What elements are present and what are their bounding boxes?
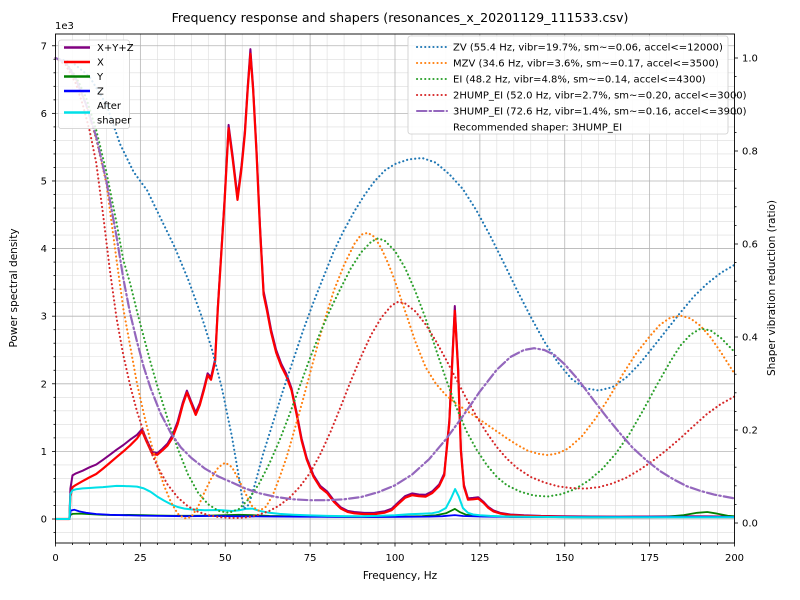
legend-left-label: shaper: [97, 116, 132, 127]
y-right-tick-label: 1.0: [742, 53, 758, 64]
x-tick-label: 75: [304, 553, 317, 564]
series: [54, 48, 736, 521]
x-tick-label: 25: [134, 553, 147, 564]
series-x: [55, 52, 735, 521]
legend-right-label: 2HUMP_EI (52.0 Hz, vibr=2.7%, sm~=0.20, …: [453, 91, 747, 102]
legend-right: ZV (55.4 Hz, vibr=19.7%, sm~=0.06, accel…: [407, 35, 747, 135]
y-left-tick-label: 6: [41, 109, 47, 120]
x-tick-label: 175: [640, 553, 659, 564]
series-mzv: [54, 56, 736, 520]
y-left-tick-label: 2: [41, 379, 47, 390]
y-right-tick-label: 0.8: [742, 146, 758, 157]
x-tick-label: 100: [385, 553, 404, 564]
x-tick-label: 125: [470, 553, 489, 564]
series-3hump-ei: [54, 56, 736, 502]
legend-left: X+Y+Z XYZ After shaper: [58, 39, 134, 129]
legend-right-label: EI (48.2 Hz, vibr=4.8%, sm~=0.14, accel<…: [453, 75, 706, 86]
legend-left-label: X+Y+Z: [97, 43, 134, 54]
legend-right-label: MZV (34.6 Hz, vibr=3.6%, sm~=0.17, accel…: [453, 59, 719, 70]
y-left-tick-label: 1: [41, 447, 47, 458]
legend-left-label: Z: [97, 87, 104, 98]
y-right-tick-label: 0.6: [742, 239, 758, 250]
y-left-tick-label: 3: [41, 312, 47, 323]
y-right-tick-label: 0.0: [742, 519, 758, 530]
y-left-tick-label: 0: [41, 515, 47, 526]
tick-labels: 0 25 50 75 100 125 150 175 200 0 1 2 3 4 5 6 7 0.0 0.2 0.4 0…: [41, 41, 758, 564]
legend-right-label: 3HUMP_EI (72.6 Hz, vibr=1.4%, sm~=0.16, …: [453, 107, 747, 118]
legend-left-label: X: [97, 58, 104, 69]
y-left-tick-label: 4: [41, 244, 47, 255]
x-tick-label: 200: [725, 553, 744, 564]
y-right-axis-label: Shaper vibration reduction (ratio): [766, 200, 778, 376]
legend-recommended-note: Recommended shaper: 3HUMP_EI: [453, 123, 622, 134]
y-left-tick-label: 5: [41, 176, 47, 187]
series-ei: [54, 56, 736, 514]
x-tick-label: 50: [219, 553, 232, 564]
legend-right-label: ZV (55.4 Hz, vibr=19.7%, sm~=0.06, accel…: [453, 43, 723, 54]
legend-left-label: Y: [96, 72, 104, 83]
chart-title: Frequency response and shapers (resonanc…: [172, 10, 629, 25]
x-tick-label: 150: [555, 553, 574, 564]
y-left-axis-label: Power spectral density: [8, 228, 20, 347]
ticks: [52, 45, 738, 547]
y-left-offset-text: 1e3: [55, 21, 74, 32]
x-axis-label: Frequency, Hz: [363, 570, 438, 582]
legend-left-label: After: [97, 101, 122, 112]
y-right-tick-label: 0.2: [742, 426, 758, 437]
grid-minor: [55, 34, 735, 543]
y-right-tick-label: 0.4: [742, 333, 758, 344]
x-tick-label: 0: [52, 553, 58, 564]
y-left-tick-label: 7: [41, 41, 47, 52]
grid-major: [55, 34, 735, 543]
series-zv: [54, 56, 736, 511]
